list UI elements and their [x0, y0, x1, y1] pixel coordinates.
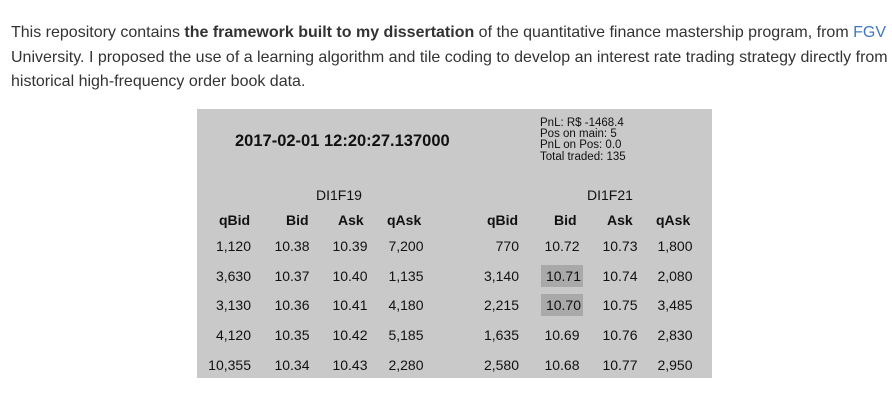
cell-qbid: 3,140	[483, 268, 519, 284]
cell-bid-highlighted: 10.70	[541, 294, 583, 316]
cell-qbid: 1,635	[483, 327, 519, 343]
cell-ask: 10.74	[602, 268, 638, 284]
header-qbid: qBid	[219, 212, 251, 228]
cell-bid: 10.38	[274, 238, 310, 254]
fgv-link[interactable]: FGV	[853, 24, 886, 41]
intro-text-1: This repository contains	[11, 24, 185, 41]
intro-bold-text: the framework built to my dissertation	[184, 24, 475, 41]
cell-qask: 5,185	[388, 327, 424, 343]
cell-qbid: 10,355	[208, 357, 251, 373]
cell-qbid: 2,580	[483, 357, 519, 373]
cell-bid: 10.37	[274, 268, 310, 284]
cell-qask: 7,200	[388, 238, 424, 254]
cell-qask: 4,180	[388, 297, 424, 313]
cell-ask: 10.76	[602, 327, 638, 343]
intro-text-2: of the quantitative finance mastership p…	[474, 24, 854, 41]
cell-qask: 1,800	[657, 238, 693, 254]
cell-ask: 10.77	[602, 357, 638, 373]
cell-ask: 10.41	[332, 297, 368, 313]
header-ask: Ask	[338, 212, 364, 228]
cell-qbid: 2,215	[483, 297, 519, 313]
pos-on-main: Pos on main: 5	[540, 128, 617, 141]
cell-bid: 10.69	[544, 327, 580, 343]
cell-bid: 10.35	[274, 327, 310, 343]
cell-bid-highlighted: 10.71	[541, 265, 583, 287]
header-bid: Bid	[554, 212, 577, 228]
cell-ask: 10.42	[332, 327, 368, 343]
pnl-stats: PnL: R$ -1468.4 Pos on main: 5 PnL on Po…	[540, 117, 626, 163]
cell-qask: 2,950	[657, 357, 693, 373]
pnl-on-pos: PnL on Pos: 0.0	[540, 139, 622, 152]
timestamp: 2017-02-01 12:20:27.137000	[235, 132, 450, 150]
header-qask: qAsk	[656, 212, 691, 228]
cell-ask: 10.73	[602, 238, 638, 254]
cell-ask: 10.40	[332, 268, 368, 284]
cell-bid: 10.34	[274, 357, 310, 373]
intro-paragraph: This repository contains the framework b…	[11, 21, 889, 95]
cell-bid: 10.36	[274, 297, 310, 313]
order-book-screenshot: 2017-02-01 12:20:27.137000 PnL: R$ -1468…	[197, 109, 712, 378]
header-qask: qAsk	[387, 212, 422, 228]
cell-qask: 2,280	[388, 357, 424, 373]
cell-ask: 10.39	[332, 238, 368, 254]
symbol-di1f21: DI1F21	[587, 187, 633, 203]
cell-qask: 1,135	[388, 268, 424, 284]
header-qbid: qBid	[487, 212, 519, 228]
cell-bid: 10.68	[544, 357, 580, 373]
cell-qask: 2,080	[657, 268, 693, 284]
cell-ask: 10.43	[332, 357, 368, 373]
cell-qbid: 3,130	[215, 297, 251, 313]
cell-bid: 10.72	[544, 238, 580, 254]
cell-qbid: 4,120	[215, 327, 251, 343]
total-traded: Total traded: 135	[540, 150, 626, 163]
cell-qbid: 3,630	[215, 268, 251, 284]
pnl-total: PnL: R$ -1468.4	[540, 117, 624, 129]
cell-qbid: 1,120	[215, 238, 251, 254]
intro-text-3: University. I proposed the use of a lear…	[11, 48, 888, 91]
cell-qbid: 770	[495, 238, 519, 254]
header-ask: Ask	[607, 212, 633, 228]
symbol-di1f19: DI1F19	[316, 187, 362, 203]
cell-qask: 3,485	[657, 297, 693, 313]
cell-qask: 2,830	[657, 327, 693, 343]
cell-ask: 10.75	[602, 297, 638, 313]
header-bid: Bid	[286, 212, 309, 228]
